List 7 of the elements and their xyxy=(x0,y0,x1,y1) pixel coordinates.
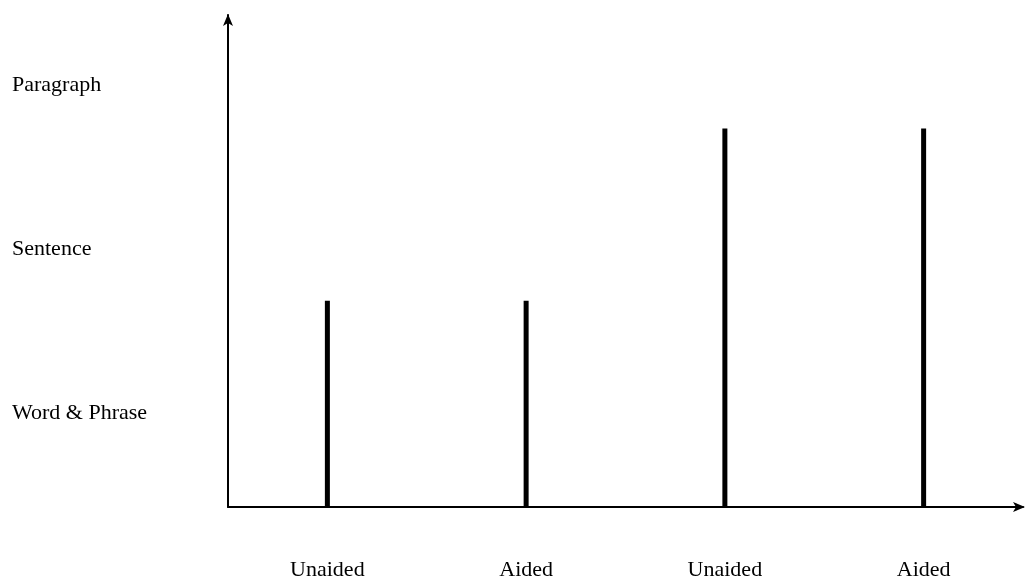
text: Paragraph xyxy=(12,70,102,96)
x-tick-label: Aided xyxy=(896,555,951,581)
text: Word & Phrase xyxy=(12,398,148,424)
x-tick-label: Unaided xyxy=(290,555,365,581)
text: Sentence xyxy=(12,234,92,260)
x-tick-label: Unaided xyxy=(687,555,763,581)
x-tick-label: Aided xyxy=(499,555,554,581)
